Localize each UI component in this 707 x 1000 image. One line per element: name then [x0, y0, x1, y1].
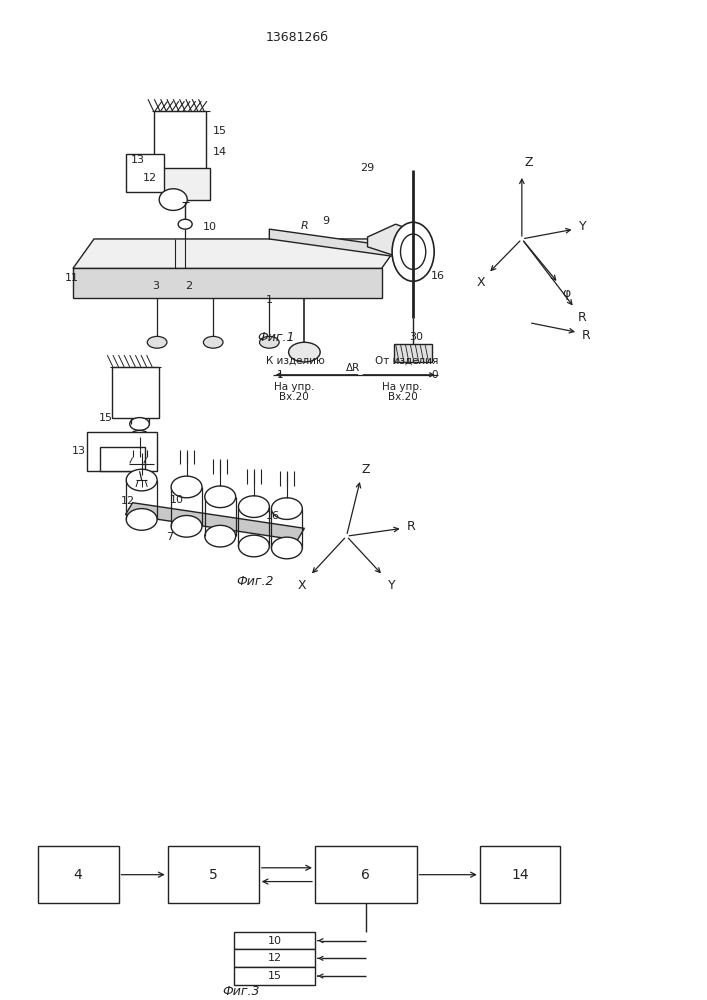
- Text: 10: 10: [203, 222, 217, 232]
- Text: 29: 29: [361, 163, 375, 173]
- Text: 12: 12: [143, 173, 157, 183]
- Text: Вх.20: Вх.20: [279, 392, 309, 402]
- Polygon shape: [126, 503, 305, 540]
- Text: R: R: [578, 311, 587, 324]
- Text: φ: φ: [562, 287, 570, 300]
- Text: R: R: [300, 221, 308, 231]
- Polygon shape: [73, 239, 402, 268]
- Text: Фиг.2: Фиг.2: [237, 575, 274, 588]
- Text: 14: 14: [511, 868, 529, 882]
- Text: 10: 10: [267, 936, 281, 946]
- Bar: [112, 367, 159, 418]
- Text: X: X: [477, 276, 486, 289]
- Bar: [234, 932, 315, 949]
- Ellipse shape: [171, 476, 202, 498]
- Bar: [38, 846, 119, 903]
- Polygon shape: [368, 224, 423, 261]
- Ellipse shape: [127, 509, 157, 530]
- Text: Вх.20: Вх.20: [387, 392, 417, 402]
- Text: X: X: [298, 579, 307, 592]
- Text: 9: 9: [322, 216, 329, 226]
- Text: 15: 15: [99, 413, 113, 423]
- Text: 6: 6: [361, 868, 370, 882]
- Ellipse shape: [178, 219, 192, 229]
- Text: 10: 10: [170, 495, 184, 505]
- Ellipse shape: [259, 336, 279, 348]
- Text: 12: 12: [121, 496, 135, 506]
- Text: 1: 1: [276, 370, 284, 380]
- Circle shape: [400, 234, 426, 269]
- Text: 1: 1: [266, 295, 273, 305]
- Text: 16: 16: [266, 511, 280, 521]
- Text: R: R: [407, 520, 416, 533]
- Ellipse shape: [130, 430, 149, 443]
- Text: 13: 13: [71, 446, 86, 456]
- Bar: [160, 168, 210, 200]
- Text: R: R: [582, 329, 591, 342]
- Polygon shape: [269, 229, 396, 257]
- Bar: [315, 846, 416, 903]
- Text: 11: 11: [64, 273, 78, 283]
- Ellipse shape: [171, 515, 202, 537]
- Text: На упр.: На упр.: [382, 382, 423, 392]
- Text: Y: Y: [579, 220, 587, 233]
- Ellipse shape: [205, 486, 235, 508]
- Text: Z: Z: [362, 463, 370, 476]
- Ellipse shape: [238, 496, 269, 517]
- Bar: [395, 344, 432, 362]
- Bar: [234, 949, 315, 967]
- Bar: [480, 846, 561, 903]
- Text: 13: 13: [132, 155, 145, 165]
- Text: 15: 15: [267, 971, 281, 981]
- Text: 1368126б: 1368126б: [266, 31, 329, 44]
- Bar: [100, 447, 145, 471]
- Ellipse shape: [288, 342, 320, 362]
- Bar: [126, 154, 164, 192]
- Ellipse shape: [147, 336, 167, 348]
- Ellipse shape: [271, 537, 303, 559]
- Bar: [234, 967, 315, 985]
- Ellipse shape: [238, 535, 269, 557]
- Bar: [168, 846, 259, 903]
- Text: 0: 0: [431, 370, 438, 380]
- Bar: [87, 432, 157, 471]
- Text: Y: Y: [387, 579, 395, 592]
- Text: 14: 14: [214, 147, 227, 157]
- Bar: [153, 111, 206, 170]
- Text: От изделия: От изделия: [375, 356, 438, 366]
- Polygon shape: [73, 268, 382, 298]
- Text: 12: 12: [267, 953, 281, 963]
- Text: ΔR: ΔR: [346, 363, 361, 373]
- Text: 7: 7: [166, 532, 173, 542]
- Text: 30: 30: [409, 332, 423, 342]
- Ellipse shape: [130, 418, 149, 430]
- Text: Фиг.1: Фиг.1: [257, 331, 295, 344]
- Text: 4: 4: [74, 868, 83, 882]
- Ellipse shape: [205, 525, 235, 547]
- Text: На упр.: На упр.: [274, 382, 314, 392]
- Text: Фиг.3: Фиг.3: [223, 985, 260, 998]
- Text: 2: 2: [185, 281, 192, 291]
- Text: 3: 3: [152, 281, 159, 291]
- Text: Z: Z: [525, 156, 533, 169]
- Circle shape: [392, 222, 434, 281]
- Ellipse shape: [204, 336, 223, 348]
- Text: 16: 16: [431, 271, 445, 281]
- Text: 15: 15: [214, 126, 227, 136]
- Ellipse shape: [127, 469, 157, 491]
- Ellipse shape: [271, 498, 303, 519]
- Ellipse shape: [159, 189, 187, 210]
- Text: 5: 5: [209, 868, 218, 882]
- Text: К изделию: К изделию: [266, 356, 325, 366]
